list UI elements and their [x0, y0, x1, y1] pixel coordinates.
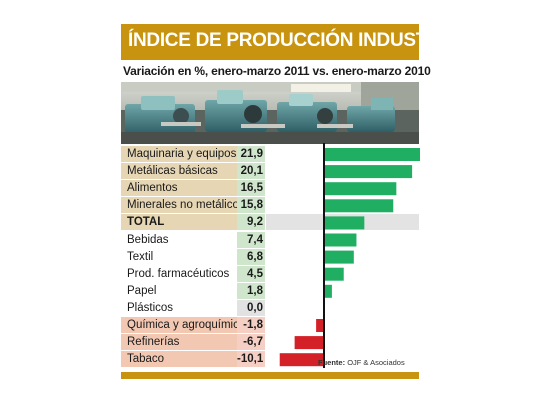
- row-value: 21,9: [237, 146, 265, 162]
- row-value: 0,0: [237, 299, 265, 316]
- bottom-band: [121, 372, 419, 379]
- row-label: TOTAL: [121, 214, 240, 231]
- row-value: 15,8: [237, 197, 265, 214]
- row-value: 16,5: [237, 180, 265, 197]
- chart-title: ÍNDICE DE PRODUCCIÓN INDUSTRIAL: [128, 30, 471, 51]
- bar-tabaco: [279, 353, 324, 367]
- bar-bebidas: [324, 233, 357, 247]
- row-label: Minerales no metálicos: [121, 197, 245, 214]
- row-label: Textil: [127, 250, 154, 263]
- row-label: Plásticos: [127, 301, 174, 314]
- title-band: [121, 24, 419, 60]
- row-value: -10,1: [237, 351, 265, 368]
- row-label: Maquinaria y equipos: [121, 146, 240, 162]
- row-value: 1,8: [237, 282, 265, 299]
- source-label: Fuente:: [318, 358, 346, 367]
- row-value: -6,7: [237, 334, 265, 351]
- chart-subtitle: Variación en %, enero-marzo 2011 vs. ene…: [123, 64, 431, 78]
- row-value: 7,4: [237, 231, 265, 248]
- row-label: Química y agroquímica: [121, 317, 245, 333]
- row-value: 4,5: [237, 265, 265, 282]
- bar-papel: [324, 284, 332, 298]
- bar-total: [324, 216, 365, 230]
- row-label: Prod. farmacéuticos: [127, 267, 230, 280]
- row-label: Tabaco: [121, 351, 240, 368]
- row-label: Refinerías: [121, 334, 240, 351]
- bar-química-y-agroquímica: [316, 319, 324, 332]
- bar-alimentos: [324, 182, 397, 196]
- bar-refinerías: [294, 336, 324, 350]
- source-note: Fuente: OJF & Asociados: [318, 358, 405, 367]
- bar-maquinaria-y-equipos: [324, 148, 420, 161]
- source-name: OJF & Asociados: [347, 358, 405, 367]
- bar-textil: [324, 250, 354, 264]
- factory-photo: [121, 82, 419, 144]
- bar-metálicas-básicas: [324, 165, 413, 179]
- row-label: Papel: [127, 284, 157, 297]
- row-value: -1,8: [237, 317, 265, 333]
- row-label: Bebidas: [127, 233, 169, 246]
- row-value: 9,2: [237, 214, 265, 231]
- bar-prod-farmacéuticos: [324, 267, 344, 281]
- row-value: 6,8: [237, 248, 265, 265]
- row-value: 20,1: [237, 163, 265, 180]
- lathe-machines-image: [121, 82, 419, 144]
- row-label: Alimentos: [121, 180, 240, 197]
- row-label: Metálicas básicas: [121, 163, 240, 180]
- bar-minerales-no-metálicos: [324, 199, 394, 213]
